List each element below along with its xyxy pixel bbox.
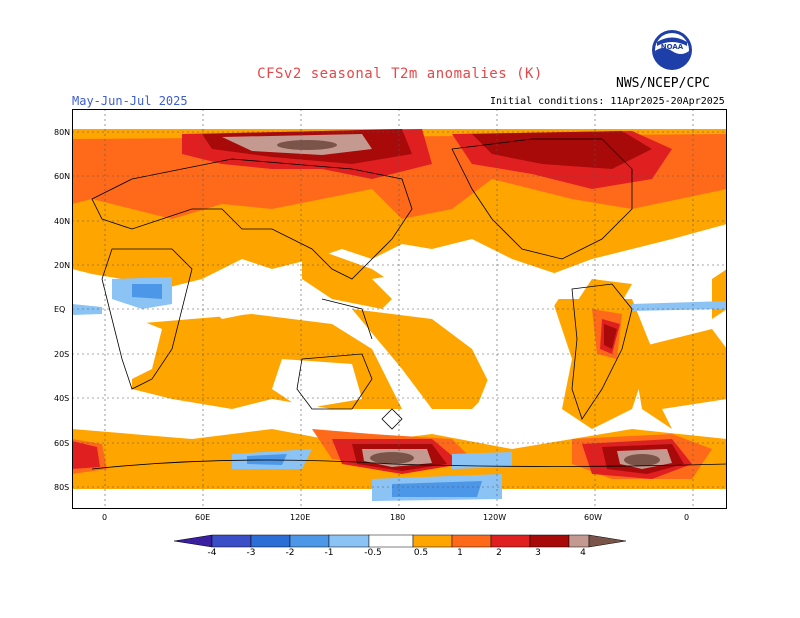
anomaly-map [72,109,727,509]
warm-anomaly-layer-6 [277,140,660,466]
season-label: May-Jun-Jul 2025 [72,94,188,108]
colorbar-label-neg2: -2 [285,548,295,558]
cool-anomaly-layer-2 [132,284,482,497]
colorbar-label-3: 3 [535,548,541,558]
colorbar-label-neg3: -3 [246,548,256,558]
agency-label: NWS/NCEP/CPC [616,76,710,91]
initial-conditions-label: Initial conditions: 11Apr2025-20Apr2025 [490,96,725,107]
neutral-layer [72,249,727,509]
lon-tick-120e: 120E [290,513,311,522]
lat-tick-20n: 20N [54,261,71,270]
lat-tick-80n: 80N [54,128,71,137]
lon-tick-60e: 60E [195,513,211,522]
lat-tick-40n: 40N [54,217,71,226]
map-title: CFSv2 seasonal T2m anomalies (K) [257,66,543,82]
lat-tick-80s: 80S [54,483,70,492]
colorbar [174,534,627,548]
coastlines [91,138,727,470]
lat-tick-60n: 60N [54,172,71,181]
colorbar-label-neg4: -4 [207,548,217,558]
colorbar-label-neg0-5: -0.5 [364,548,382,558]
colorbar-label-4: 4 [580,548,586,558]
lat-tick-40s: 40S [54,394,70,403]
colorbar-label-1: 1 [457,548,463,558]
lon-tick-60w: 60W [584,513,603,522]
lat-tick-eq: EQ [54,305,66,314]
colorbar-label-0-5: 0.5 [413,548,429,558]
colorbar-label-neg1: -1 [324,548,334,558]
lat-tick-60s: 60S [54,439,70,448]
lon-tick-0-right: 0 [684,513,690,522]
colorbar-label-2: 2 [496,548,502,558]
lon-tick-0: 0 [102,513,108,522]
map-gridlines [72,109,727,509]
logo-text: NOAA [661,43,684,51]
lon-tick-120w: 120W [483,513,507,522]
noaa-logo: NOAA [652,30,692,70]
lat-tick-20s: 20S [54,350,70,359]
lon-tick-180: 180 [390,513,406,522]
